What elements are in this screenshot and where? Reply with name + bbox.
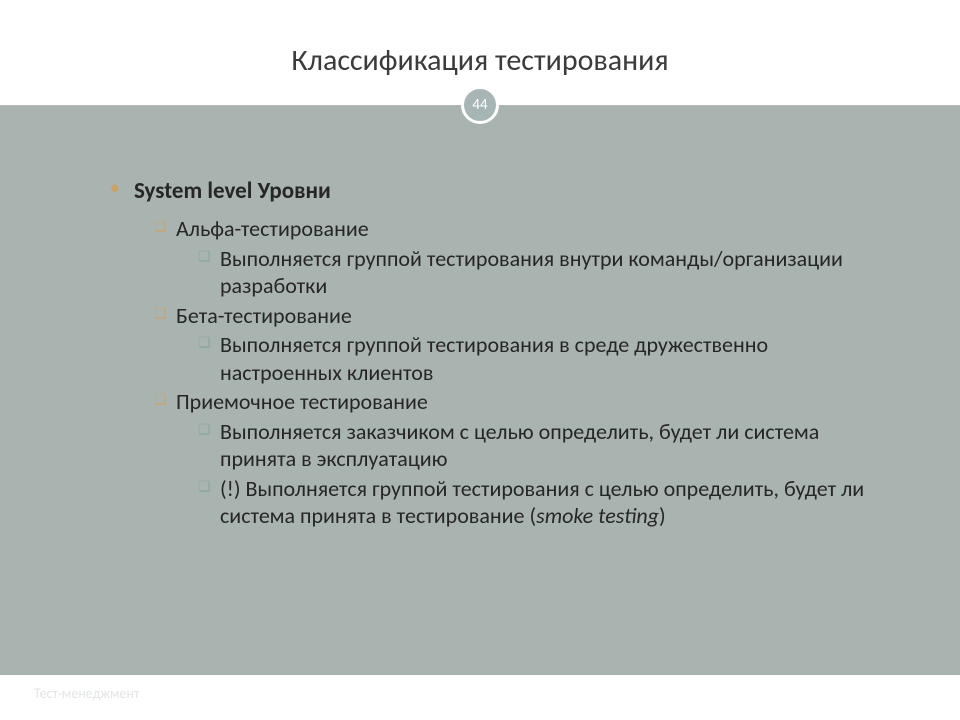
header: Классификация тестирования 44 [0,0,960,105]
slide: Классификация тестирования 44 System lev… [0,0,960,720]
sub-text: Выполняется заказчиком с целью определит… [220,418,819,473]
bullet-item-alpha: Альфа-тестирование [154,215,880,243]
page-number-badge: 44 [461,86,499,124]
bullet-item-acceptance: Приемочное тестирование [154,388,880,416]
item-label: Альфа-тестирование [176,215,369,242]
item-label: Бета-тестирование [176,302,352,329]
heading-text: System level Уровни [134,177,331,205]
footer-text: Тест-менеджмент [34,685,139,702]
item-label: Приемочное тестирование [176,388,428,415]
sub-text: Выполняется группой тестирования в среде… [220,331,768,386]
bullet-sub-acceptance-0: Выполняется заказчиком с целью определит… [198,418,880,473]
watermark-right: shared [876,692,929,711]
sub-text: Выполняется группой тестирования внутри … [220,245,843,300]
bullet-heading: System level Уровни [110,177,880,205]
page-number: 44 [472,96,487,114]
watermark-left: my [853,692,876,711]
watermark-suffix: .ru [930,692,950,711]
bullet-sub-acceptance-1: (!) Выполняется группой тестирования с ц… [198,475,880,530]
bullet-sub-alpha-0: Выполняется группой тестирования внутри … [198,245,880,300]
sub-text: (!) Выполняется группой тестирования с ц… [220,475,864,530]
bullet-sub-beta-0: Выполняется группой тестирования в среде… [198,331,880,386]
watermark: myshared.ru [853,692,950,712]
bullet-item-beta: Бета-тестирование [154,302,880,330]
body: System level Уровни Альфа-тестирование В… [0,105,960,675]
